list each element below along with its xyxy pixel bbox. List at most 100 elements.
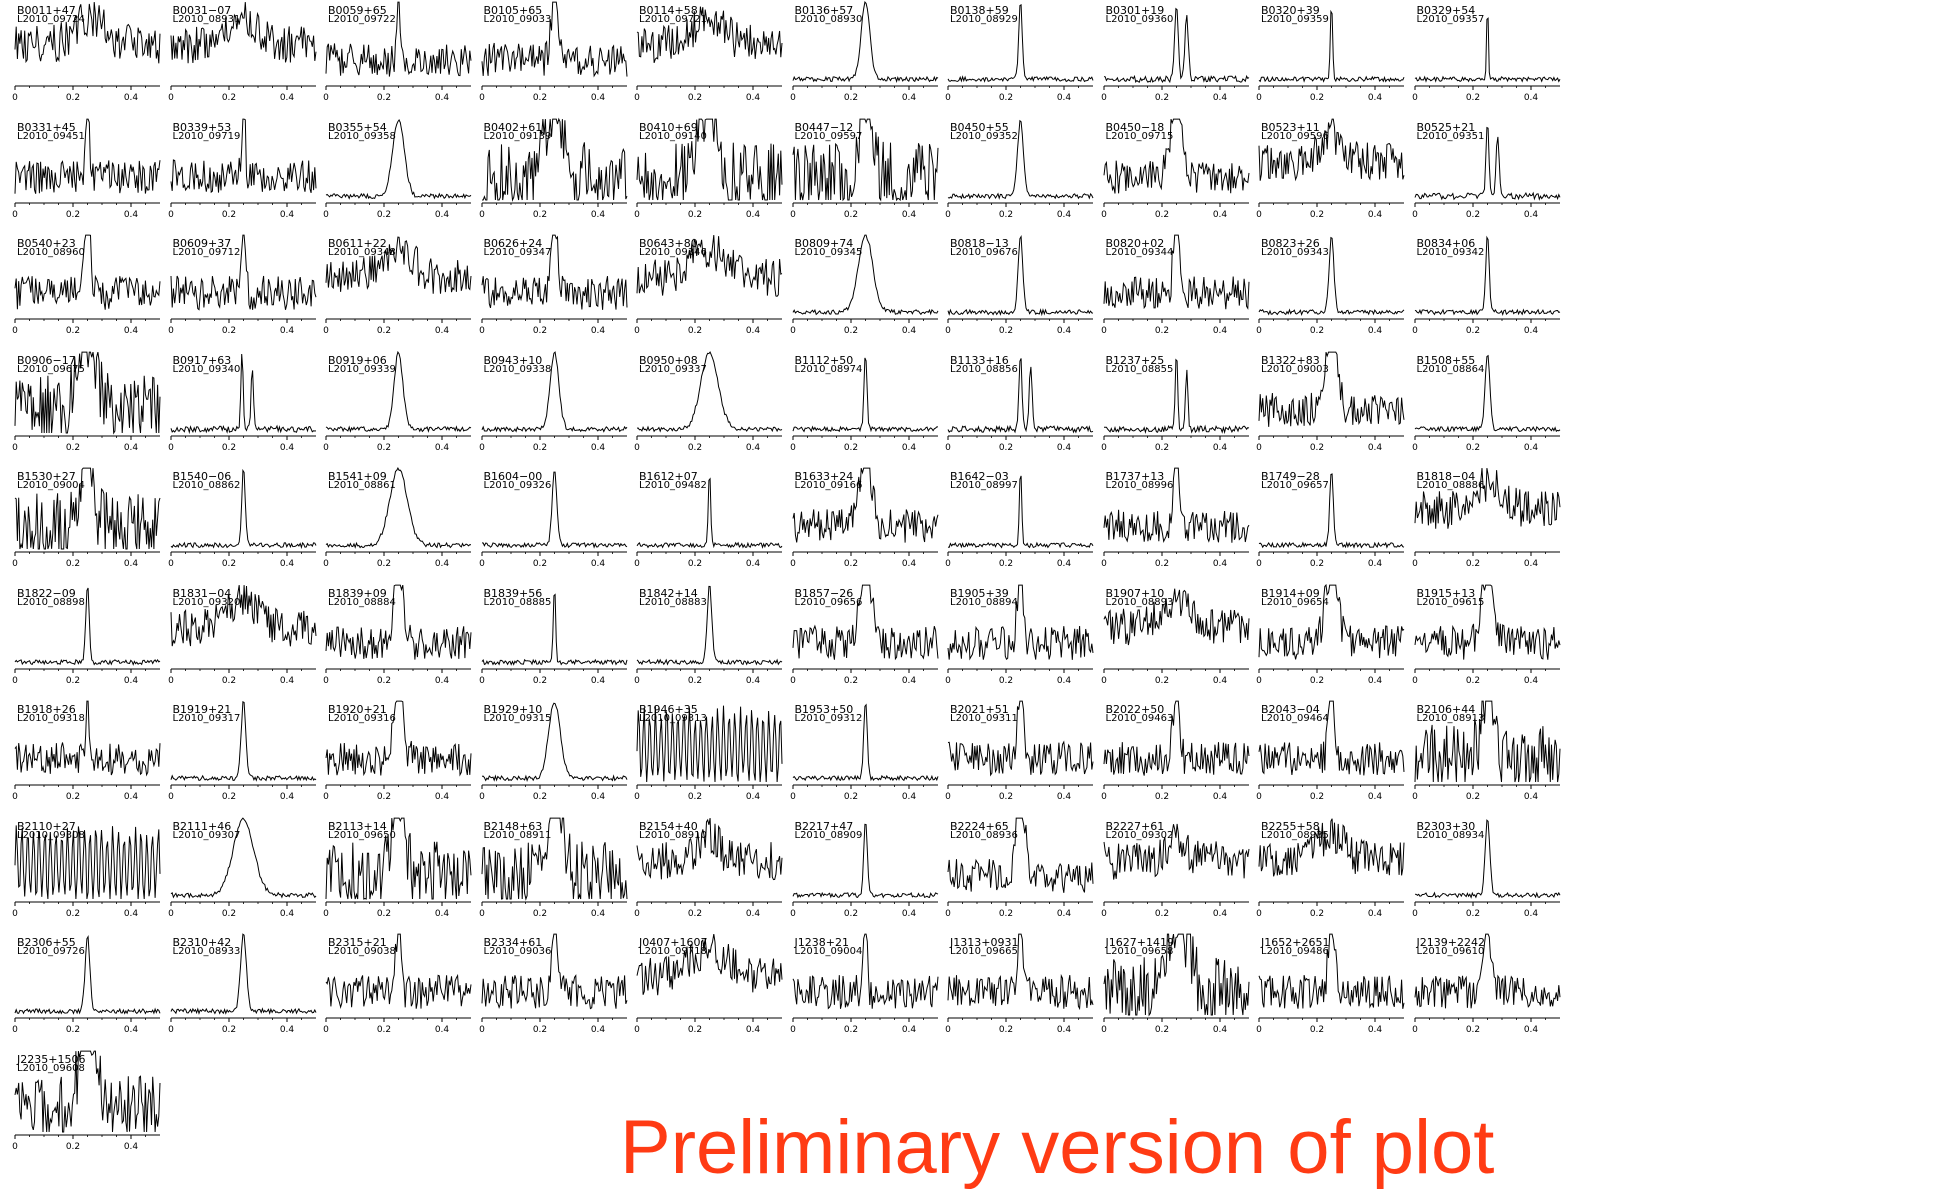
pulsar-name: B1831−04 [172, 586, 232, 600]
x-tick-label: 0.2 [1465, 909, 1479, 919]
profile-plot: 0 0.2 0.4 [1101, 7, 1249, 103]
profile-plot: 0 0.2 0.4 [1256, 473, 1405, 569]
x-tick-label: 0.4 [746, 210, 761, 220]
profile-panel: 0 0.2 0.4 B0331+45 L2010_09451 [0, 117, 188, 235]
profile-line [325, 584, 472, 660]
pulsar-name: B1822−09 [17, 586, 76, 600]
x-tick-label: 0 [1101, 676, 1107, 686]
pulsar-name: J2235+1506 [17, 1052, 86, 1066]
profile-plot: 0 0.2 0.4 [1412, 584, 1560, 686]
pulsar-name: B1907+10 [1105, 586, 1165, 600]
profile-plot: 0 0.2 0.4 [945, 817, 1094, 919]
pulsar-name: B2303+30 [1416, 819, 1476, 833]
x-tick-label: 0 [1256, 326, 1262, 336]
profile-line [481, 933, 627, 1010]
x-tick-label: 0.2 [221, 210, 235, 220]
profile-plot: 0 0.2 0.4 [790, 1, 938, 103]
x-tick-label: 0.4 [1368, 93, 1383, 103]
observation-id: L2010_09038 [328, 946, 396, 957]
x-tick-label: 0.2 [1154, 443, 1168, 453]
observation-id: L2010_08930 [794, 14, 863, 25]
profile-panel: 0 0.2 0.4 B0450+55 L2010_09352 [933, 117, 1121, 235]
profile-panel: 0 0.2 0.4 B1842+14 L2010_08883 [622, 583, 810, 701]
profile-panel: 0 0.2 0.4 B1737+13 L2010_08996 [1089, 466, 1277, 584]
profile-panel: 0 0.2 0.4 B1918+26 L2010_09318 [0, 699, 188, 817]
profile-panel: 0 0.2 0.4 J1652+2651 L2010_09486 [1244, 932, 1432, 1050]
x-tick-label: 0.2 [843, 93, 857, 103]
profile-panel: 0 0.2 0.4 B0410+69 L2010_09140 [622, 117, 810, 235]
x-tick-label: 0.4 [1057, 792, 1072, 802]
profile-plot: 0 0.2 0.4 [1101, 467, 1249, 569]
x-tick-label: 0 [1256, 93, 1262, 103]
profile-panel: 0 0.2 0.4 B1508+55 L2010_08864 [1400, 350, 1588, 468]
x-tick-label: 0.4 [1212, 909, 1227, 919]
x-tick-label: 0.4 [1212, 443, 1227, 453]
x-tick-label: 0.2 [66, 559, 80, 569]
profile-line [14, 467, 161, 550]
pulsar-name: B1914+09 [1261, 586, 1320, 600]
x-tick-label: 0.2 [221, 559, 235, 569]
profile-panel: 0 0.2 0.4 B0447−12 L2010_09597 [778, 117, 966, 235]
x-tick-label: 0.4 [1523, 909, 1538, 919]
observation-id: L2010_09166 [794, 480, 863, 491]
observation-id: L2010_09337 [639, 363, 707, 375]
profile-line [481, 117, 627, 202]
profile-panel: 0 0.2 0.4 J1238+21 L2010_09004 [778, 932, 966, 1050]
pulsar-name: B1953+50 [794, 703, 854, 716]
profile-line [792, 933, 938, 1010]
x-tick-label: 0.4 [901, 210, 916, 220]
x-tick-label: 0 [1101, 326, 1107, 336]
observation-id: L2010_09360 [1105, 14, 1174, 25]
x-tick-label: 0.4 [124, 326, 139, 336]
observation-id: L2010_09657 [1261, 480, 1329, 491]
x-tick-label: 0.2 [66, 210, 80, 220]
profile-plot: 0 0.2 0.4 [323, 933, 472, 1035]
profile-plot: 0 0.2 0.4 [12, 118, 161, 220]
x-tick-label: 0.2 [66, 326, 80, 336]
x-tick-label: 0 [1412, 210, 1418, 220]
x-tick-label: 0.2 [532, 1025, 546, 1035]
x-tick-label: 0.4 [124, 1025, 139, 1035]
pulsar-name: B2310+42 [172, 936, 232, 949]
profile-line [481, 350, 627, 433]
observation-id: L2010_09675 [17, 363, 85, 375]
x-tick-label: 0.4 [1523, 326, 1538, 336]
x-tick-label: 0.4 [435, 676, 450, 686]
pulsar-name: B0410+69 [639, 120, 698, 134]
x-tick-label: 0 [945, 443, 951, 453]
x-tick-label: 0.4 [901, 559, 916, 569]
profile-panel: 0 0.2 0.4 B1818−04 L2010_08886 [1400, 466, 1588, 584]
pulsar-name: B2113+14 [328, 819, 387, 833]
x-tick-label: 0.2 [221, 443, 235, 453]
x-tick-label: 0.4 [590, 443, 605, 453]
profile-plot: 0 0.2 0.4 [1101, 588, 1249, 686]
profile-line [1103, 933, 1249, 1017]
observation-id: L2010_08898 [17, 596, 85, 608]
x-tick-label: 0.2 [221, 1025, 235, 1035]
x-tick-label: 0 [323, 326, 329, 336]
x-tick-label: 0 [1101, 1025, 1107, 1035]
observation-id: L2010_08934 [1416, 829, 1485, 841]
x-tick-label: 0.2 [1465, 210, 1479, 220]
x-tick-label: 0.2 [688, 326, 702, 336]
x-tick-label: 0 [1101, 559, 1107, 569]
profile-panel: 0 0.2 0.4 B0823+26 L2010_09343 [1244, 233, 1432, 351]
profile-line [1258, 583, 1405, 660]
x-tick-label: 0.4 [1368, 559, 1383, 569]
profile-line [792, 703, 938, 782]
profile-line [1103, 234, 1249, 310]
pulsar-name: B0136+57 [794, 4, 854, 17]
pulsar-name: B1642−03 [950, 470, 1009, 483]
profile-panel: 0 0.2 0.4 B0943+10 L2010_09338 [467, 350, 655, 468]
x-tick-label: 0 [168, 443, 174, 453]
profile-panel: 0 0.2 0.4 B1237+25 L2010_08855 [1089, 350, 1277, 468]
x-tick-label: 0 [12, 792, 18, 802]
observation-id: L2010_09318 [17, 713, 85, 724]
profile-panel: 0 0.2 0.4 B0114+58 L2010_09721 [622, 0, 810, 118]
pulsar-name: B0820+02 [1105, 237, 1165, 250]
profile-line [1258, 9, 1405, 83]
pulsar-name: B0105+65 [483, 4, 543, 17]
profile-line [947, 584, 1094, 660]
profile-plot: 0 0.2 0.4 [168, 468, 316, 569]
profile-plot: 0 0.2 0.4 [1412, 933, 1560, 1035]
